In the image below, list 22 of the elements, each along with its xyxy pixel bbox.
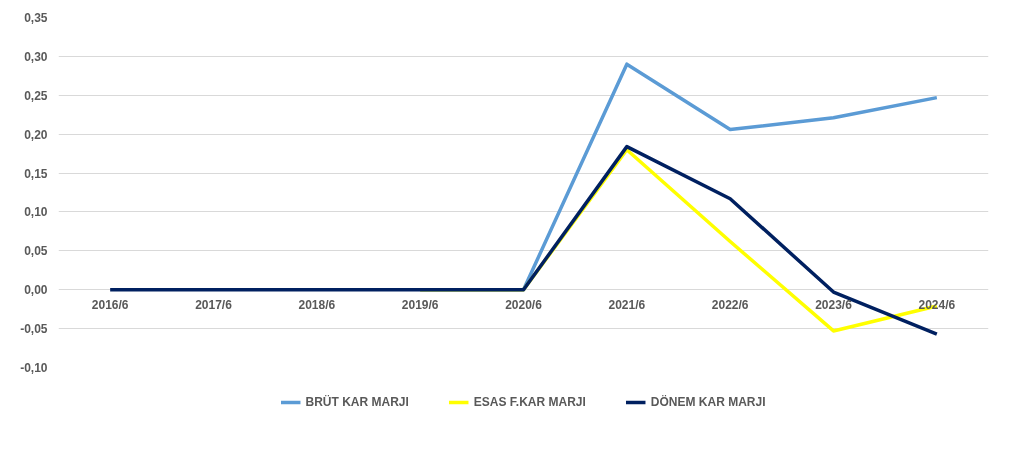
y-tick-label: 0,10 — [24, 205, 48, 220]
y-tick-label: 0,15 — [24, 166, 48, 181]
x-tick-label: 2019/6 — [401, 297, 439, 312]
x-tick-label: 2021/6 — [608, 297, 646, 312]
x-tick-label: 2022/6 — [711, 297, 749, 312]
y-tick-label: 0,05 — [24, 244, 48, 259]
x-tick-label: 2018/6 — [298, 297, 336, 312]
y-tick-label: 0,20 — [24, 127, 48, 142]
y-tick-label: 0,35 — [24, 11, 48, 25]
y-tick-label: 0,00 — [24, 283, 48, 298]
x-tick-label: 2020/6 — [505, 297, 543, 312]
legend-label: BRÜT KAR MARJI — [305, 395, 409, 409]
legend-label: ESAS F.KAR MARJI — [473, 395, 586, 409]
x-tick-label: 2017/6 — [195, 297, 233, 312]
x-tick-label: 2023/6 — [815, 297, 853, 312]
y-tick-label: 0,30 — [24, 49, 48, 64]
y-tick-label: 0,25 — [24, 88, 48, 103]
y-tick-label: -0,10 — [20, 361, 48, 375]
legend-label: DÖNEM KAR MARJI — [650, 395, 766, 409]
y-tick-label: -0,05 — [20, 322, 48, 337]
x-tick-label: 2024/6 — [918, 297, 956, 312]
x-tick-label: 2016/6 — [91, 297, 129, 312]
